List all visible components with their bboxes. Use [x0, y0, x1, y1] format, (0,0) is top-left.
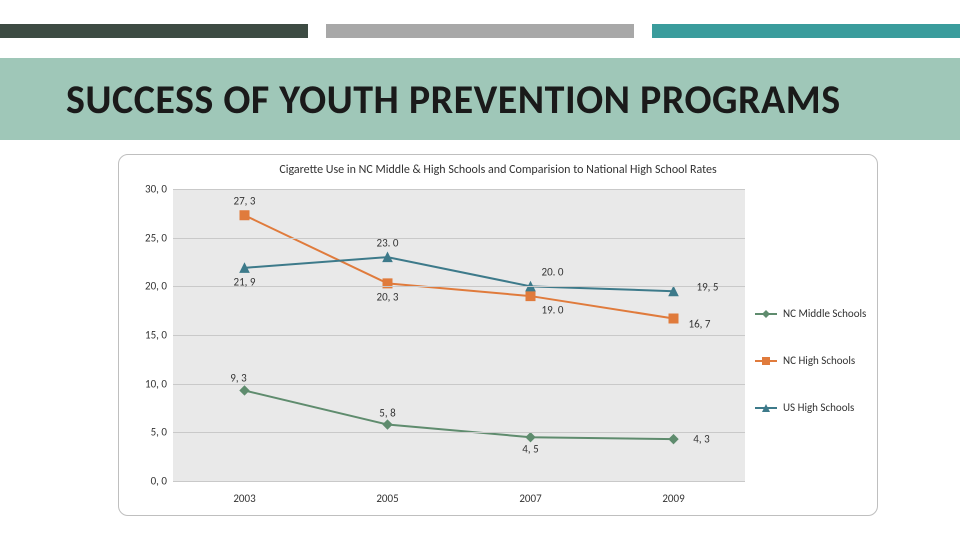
data-label: 20. 0 [542, 266, 564, 279]
data-label: 19. 0 [542, 304, 564, 317]
series-marker [240, 211, 249, 220]
accent-seg-1 [0, 24, 308, 38]
legend-swatch [755, 360, 777, 362]
legend-label: NC Middle Schools [783, 307, 866, 320]
y-tick-label: 25, 0 [131, 231, 167, 244]
series-line [245, 215, 674, 318]
chart-frame: Cigarette Use in NC Middle & High School… [118, 154, 878, 516]
data-label: 19, 5 [697, 281, 719, 294]
y-tick-label: 15, 0 [131, 329, 167, 342]
y-tick-label: 5, 0 [131, 426, 167, 439]
data-label: 4, 5 [522, 443, 538, 456]
chart-body: 9, 3 5, 8 4, 5 4, 3 27, 3 20, 3 19. 0 16, 7 21, … [131, 183, 749, 505]
gridline [173, 286, 745, 287]
legend-label: US High Schools [783, 401, 854, 414]
legend-swatch [755, 313, 777, 315]
data-label: 4, 3 [693, 433, 709, 446]
gridline [173, 238, 745, 239]
series-marker [669, 314, 678, 323]
legend-label: NC High Schools [783, 354, 855, 367]
data-label: 5, 8 [379, 406, 395, 419]
data-label: 21, 9 [234, 275, 256, 288]
gridline [173, 189, 745, 190]
y-tick-label: 0, 0 [131, 475, 167, 488]
y-tick-label: 20, 0 [131, 280, 167, 293]
legend-item: NC Middle Schools [755, 307, 869, 320]
legend-swatch [755, 407, 777, 409]
data-label: 9, 3 [230, 372, 246, 385]
gridline [173, 384, 745, 385]
gridline [173, 432, 745, 433]
data-label: 27, 3 [234, 195, 256, 208]
gridline [173, 481, 745, 482]
title-band: SUCCESS OF YOUTH PREVENTION PROGRAMS [0, 58, 960, 140]
y-tick-label: 10, 0 [131, 377, 167, 390]
legend-item: NC High Schools [755, 354, 869, 367]
x-tick-label: 2009 [662, 492, 684, 505]
gridline [173, 335, 745, 336]
page-title: SUCCESS OF YOUTH PREVENTION PROGRAMS [0, 75, 841, 124]
data-label: 20, 3 [377, 291, 399, 304]
data-label: 23. 0 [377, 237, 399, 250]
series-marker [526, 433, 535, 442]
accent-seg-3 [652, 24, 960, 38]
x-tick-label: 2003 [233, 492, 255, 505]
x-tick-label: 2005 [376, 492, 398, 505]
x-tick-label: 2007 [519, 492, 541, 505]
series-marker [240, 386, 249, 395]
data-label: 16, 7 [689, 318, 711, 331]
accent-seg-2 [326, 24, 634, 38]
series-marker [526, 292, 535, 301]
series-marker [383, 420, 392, 429]
series-marker [669, 435, 678, 444]
y-tick-label: 30, 0 [131, 183, 167, 196]
chart-title: Cigarette Use in NC Middle & High School… [119, 163, 877, 177]
accent-bar [0, 24, 960, 38]
legend: NC Middle Schools NC High Schools US High … [755, 307, 869, 448]
plot-area: 9, 3 5, 8 4, 5 4, 3 27, 3 20, 3 19. 0 16, 7 21, … [173, 189, 745, 481]
legend-item: US High Schools [755, 401, 869, 414]
